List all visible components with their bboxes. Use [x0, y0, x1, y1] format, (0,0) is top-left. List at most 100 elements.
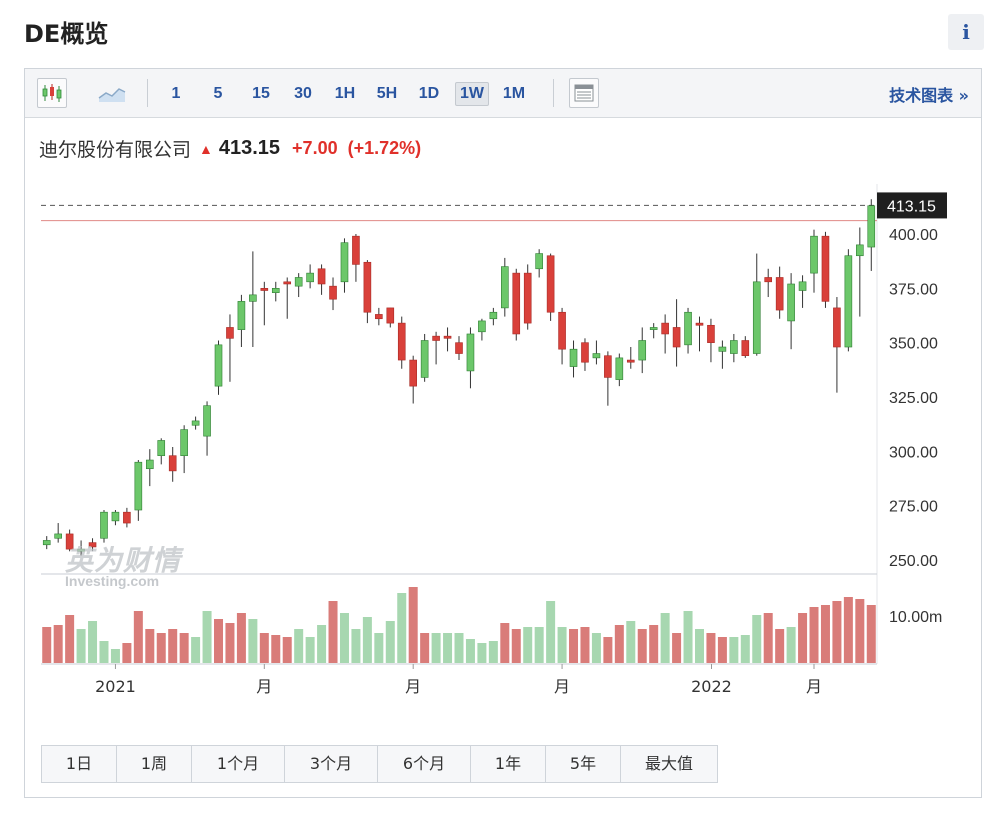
volume-bar [465, 639, 475, 663]
volume-bar [694, 629, 704, 663]
candle-body [306, 272, 314, 283]
candle-body [42, 540, 51, 546]
candle-body [145, 459, 154, 470]
volume-bar [42, 627, 52, 663]
candle-body [638, 340, 647, 361]
range-1w[interactable]: 1周 [117, 746, 192, 782]
volume-tick-label: 10.00m [889, 609, 942, 626]
volume-bar [786, 627, 796, 663]
interval-1d[interactable]: 1D [418, 85, 440, 102]
candle-body [535, 253, 543, 270]
data-table-icon[interactable] [569, 78, 599, 108]
candle-body [317, 268, 326, 285]
candle-body [672, 327, 681, 348]
volume-bar [866, 605, 876, 663]
range-5y[interactable]: 5年 [546, 746, 621, 782]
volume-bar [809, 607, 819, 663]
price-tick-label: 400.00 [889, 227, 938, 244]
volume-bar [454, 633, 464, 663]
volume-bar [225, 623, 235, 663]
interval-30[interactable]: 30 [294, 85, 312, 102]
volume-bar [660, 613, 670, 663]
candlestick-chart-icon[interactable] [37, 78, 67, 108]
range-6m[interactable]: 6个月 [378, 746, 471, 782]
interval-5h[interactable]: 5H [376, 85, 398, 102]
interval-1m[interactable]: 1M [502, 85, 526, 102]
candle-body [833, 307, 841, 348]
volume-bar [76, 629, 86, 663]
info-button[interactable]: i [948, 14, 984, 50]
candle-body [260, 288, 269, 291]
time-axis-label: 月 [554, 677, 570, 696]
range-1y[interactable]: 1年 [471, 746, 546, 782]
interval-5[interactable]: 5 [213, 85, 223, 102]
volume-bar [534, 627, 544, 663]
candle-body [65, 533, 74, 550]
volume-bar [683, 611, 693, 663]
candle-body [420, 340, 429, 378]
candle-body [203, 405, 211, 437]
candle-body [684, 311, 692, 346]
candle-body [191, 420, 200, 426]
candle-body [707, 324, 715, 343]
toolbar-divider [553, 79, 554, 107]
time-axis-label: 月 [806, 677, 822, 696]
candle-body [856, 244, 864, 257]
candle-body [787, 283, 795, 322]
candle-body [363, 261, 372, 313]
price-tick-label: 325.00 [889, 390, 938, 407]
volume-bar [580, 627, 590, 663]
range-max[interactable]: 最大值 [644, 754, 693, 773]
price-chart[interactable]: 400.00 375.00 350.00 325.00 300.00 275.00 250.… [25, 69, 981, 797]
candle-body [798, 281, 807, 291]
interval-15[interactable]: 15 [252, 85, 270, 102]
volume-bar [798, 613, 808, 663]
range-3m[interactable]: 3个月 [285, 746, 378, 782]
candle-body [718, 346, 727, 352]
interval-1[interactable]: 1 [171, 85, 181, 102]
candle-body [489, 311, 498, 320]
candle-body [523, 272, 532, 324]
volume-bar [122, 643, 132, 663]
interval-1h[interactable]: 1H [334, 85, 356, 102]
volume-bar [53, 625, 63, 663]
candle-body [867, 205, 876, 248]
candle-body [810, 235, 818, 274]
candle-body [821, 235, 830, 302]
time-axis-label: 月 [256, 677, 272, 696]
last-price-badge [877, 192, 947, 219]
volume-bar [511, 629, 521, 663]
interval-1w[interactable]: 1W [455, 82, 489, 106]
volume-bar [672, 633, 682, 663]
candle-body [455, 342, 463, 354]
price-tick-label: 250.00 [889, 553, 938, 570]
volume-bar [110, 649, 120, 663]
last-price-badge-label: 413.15 [887, 198, 936, 215]
volume-bar [317, 625, 327, 663]
volume-bar [591, 633, 601, 663]
price-tick-label: 350.00 [889, 336, 938, 353]
volume-bar [236, 613, 246, 663]
tech-chart-link[interactable]: 技术图表 » [889, 86, 969, 105]
volume-bar [408, 587, 418, 663]
volume-bar [305, 637, 315, 663]
candle-body [283, 281, 292, 285]
candle-body [88, 542, 97, 548]
volume-bar [88, 621, 98, 663]
area-chart-icon[interactable] [97, 78, 127, 108]
candle-body [180, 429, 188, 456]
volume-bar [832, 601, 842, 663]
volume-bar [740, 635, 750, 663]
volume-bar [477, 643, 487, 663]
range-1m[interactable]: 1个月 [192, 746, 285, 782]
range-1d[interactable]: 1日 [42, 746, 117, 782]
price-change-percent: (+1.72%) [347, 138, 422, 158]
candle-body [271, 288, 280, 293]
candle-body [294, 277, 303, 287]
volume-bar [820, 605, 830, 663]
volume-bar [145, 629, 155, 663]
candle-body [54, 533, 62, 539]
time-range-selector: 1日 1周 1个月 3个月 6个月 1年 5年 最大值 [41, 745, 718, 783]
volume-bar [763, 613, 773, 663]
volume-bar [569, 629, 579, 663]
